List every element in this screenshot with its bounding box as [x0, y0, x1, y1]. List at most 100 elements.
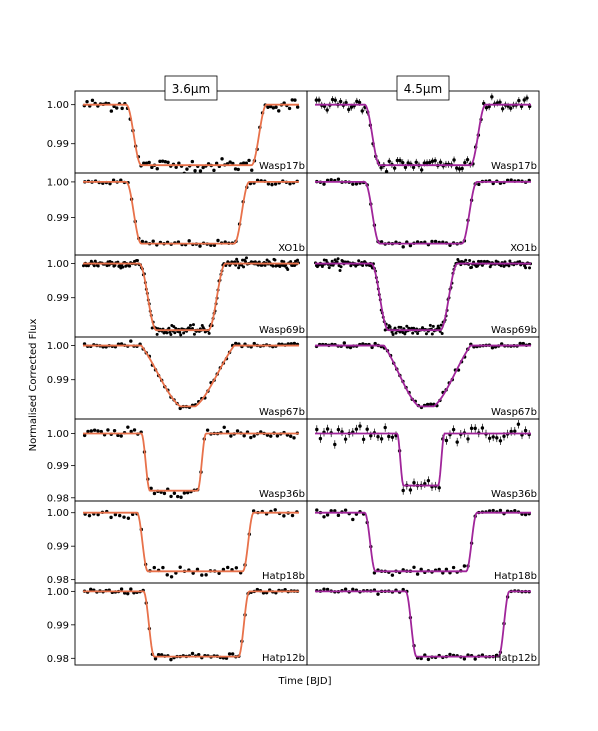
- data-point: [179, 333, 183, 337]
- data-point: [221, 567, 226, 572]
- data-point: [86, 429, 90, 434]
- data-point: [444, 438, 449, 443]
- data-point: [126, 516, 131, 520]
- data-point: [325, 427, 330, 431]
- data-point: [329, 178, 333, 182]
- data-point: [498, 100, 502, 104]
- data-point: [379, 437, 384, 441]
- data-point: [468, 259, 472, 263]
- data-point: [451, 565, 456, 570]
- data-point: [336, 513, 341, 518]
- data-point: [509, 106, 513, 110]
- data-point: [437, 567, 441, 572]
- data-point: [429, 402, 433, 406]
- data-point: [234, 341, 238, 346]
- data-point: [322, 515, 326, 519]
- panel-xo1b-4-5: XO1b: [306, 172, 540, 256]
- data-point: [424, 332, 428, 336]
- data-point: [462, 657, 467, 661]
- data-point: [525, 96, 529, 100]
- data-point: [89, 587, 93, 592]
- data-point: [169, 332, 173, 336]
- data-point: [508, 259, 512, 263]
- data-point: [231, 161, 235, 166]
- data-point: [314, 98, 319, 102]
- data-point: [273, 258, 277, 262]
- data-point: [167, 326, 171, 330]
- data-point: [288, 181, 292, 186]
- data-point: [187, 239, 191, 243]
- panel-wasp69b-3-6: 1.00 0.99 Wasp69b: [47, 254, 308, 338]
- data-point: [155, 332, 159, 336]
- data-point: [387, 159, 391, 163]
- panel-wasp36b-4-5: Wasp36b: [306, 418, 540, 502]
- data-point: [96, 429, 100, 433]
- data-point: [179, 495, 183, 499]
- data-point: [527, 104, 532, 109]
- panel-wasp67b-3-6: 1.00 0.99 Wasp67b: [47, 336, 308, 420]
- data-point: [163, 160, 168, 164]
- data-point: [360, 109, 364, 113]
- data-point: [290, 98, 294, 102]
- data-point: [394, 331, 398, 335]
- data-point: [129, 339, 133, 343]
- data-point: [149, 486, 153, 491]
- data-point: [242, 265, 246, 269]
- data-point: [205, 428, 210, 432]
- data-point: [198, 244, 202, 248]
- panel-hatp12b-3-6: 1.00 0.99 0.98 Hatp12b: [47, 582, 308, 666]
- data-point: [507, 264, 511, 268]
- data-point: [226, 565, 230, 570]
- data-point: [190, 159, 195, 164]
- data-point: [116, 433, 120, 438]
- data-point: [430, 159, 435, 163]
- data-point: [401, 488, 405, 493]
- data-point: [87, 513, 92, 518]
- data-point: [412, 481, 416, 485]
- data-point: [408, 243, 413, 248]
- data-point: [236, 167, 240, 172]
- plot-area-hatp18b-4-5: [315, 508, 531, 577]
- data-point: [273, 508, 277, 512]
- data-point: [412, 565, 416, 570]
- panel-wasp69b-4-5: Wasp69b: [306, 254, 540, 338]
- data-point: [158, 159, 162, 164]
- data-point: [142, 161, 146, 165]
- data-point: [369, 434, 373, 438]
- data-point: [275, 434, 280, 438]
- planet-label: Hatp12b: [494, 653, 537, 664]
- data-point: [403, 165, 408, 170]
- data-point: [470, 265, 474, 269]
- data-point: [500, 107, 505, 111]
- data-point: [338, 99, 343, 104]
- y-tick-label: 1.00: [47, 429, 69, 440]
- data-point: [289, 260, 293, 264]
- data-point: [451, 427, 456, 432]
- planet-label: Wasp67b: [491, 407, 537, 418]
- data-point: [354, 182, 359, 186]
- data-point: [343, 587, 348, 591]
- data-point: [177, 161, 181, 165]
- data-point: [165, 573, 169, 577]
- data-point: [330, 259, 334, 263]
- data-point: [325, 513, 330, 517]
- data-point: [243, 259, 247, 263]
- planet-label: Hatp12b: [262, 653, 305, 664]
- data-point: [282, 260, 286, 264]
- planet-label: XO1b: [278, 243, 305, 254]
- data-point: [286, 267, 290, 271]
- data-point: [185, 490, 190, 495]
- data-point: [452, 158, 456, 162]
- data-point: [237, 266, 241, 270]
- data-point: [503, 260, 507, 264]
- data-point: [132, 428, 137, 432]
- data-point: [522, 98, 526, 102]
- data-point: [344, 100, 348, 105]
- data-point: [401, 245, 405, 249]
- data-point: [185, 167, 189, 171]
- data-point: [473, 426, 477, 431]
- data-point: [178, 330, 182, 334]
- plot-area-hatp18b-3-6: [83, 508, 299, 579]
- data-point: [250, 168, 254, 172]
- data-point: [155, 167, 159, 171]
